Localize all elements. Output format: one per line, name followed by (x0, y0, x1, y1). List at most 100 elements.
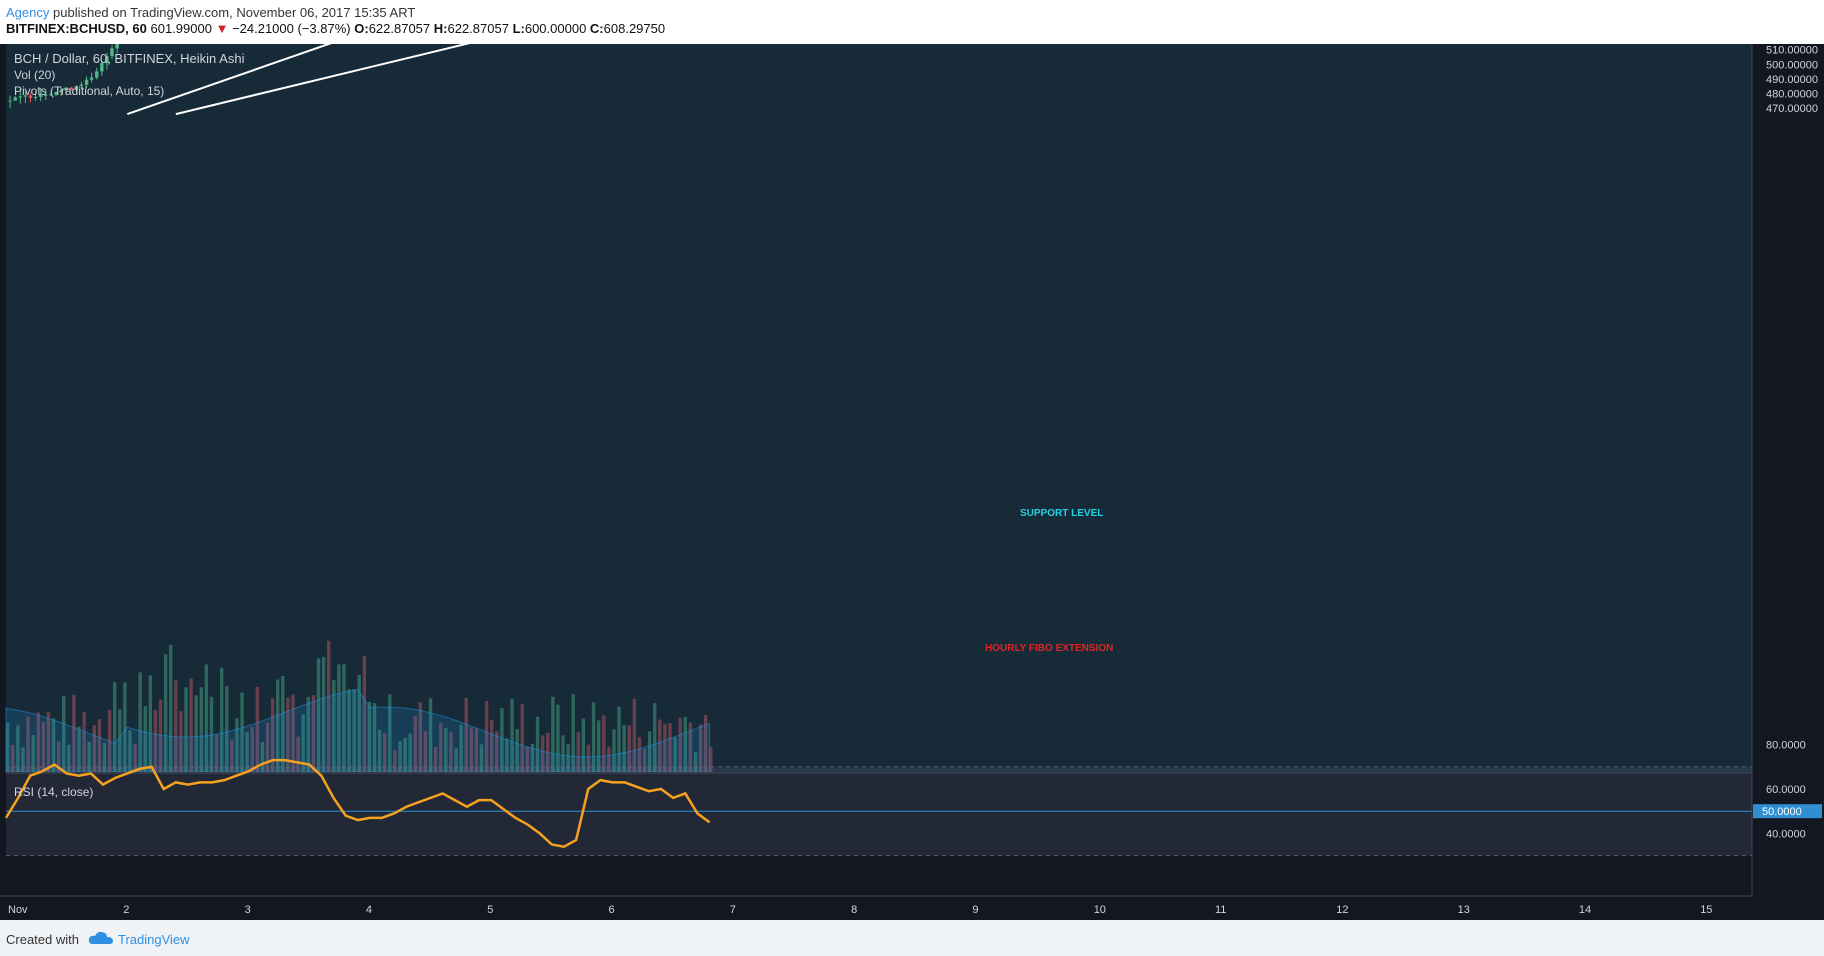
rsi-tick-label: 40.0000 (1766, 828, 1806, 840)
candle-body (64, 87, 68, 91)
rsi-badge-text: 50.0000 (1762, 806, 1802, 818)
volume-bar (505, 738, 509, 772)
tradingview-link[interactable]: TradingView (118, 932, 190, 947)
volume-bar (428, 698, 433, 772)
price-pane-bg (6, 44, 1752, 772)
rsi-badge (1753, 804, 1822, 819)
candle-body (74, 86, 79, 90)
volume-bar (495, 731, 499, 772)
volume-bar (276, 679, 280, 772)
volume-bar (698, 724, 703, 772)
candle-body (105, 56, 109, 64)
published-text: published on TradingView.com, November 0… (53, 5, 416, 20)
time-tick-label: 15 (1700, 904, 1712, 916)
candle-body (100, 63, 104, 72)
volume-bar (688, 722, 693, 772)
volume-bar (474, 728, 479, 772)
volume-bar (444, 727, 448, 772)
candle-body (13, 97, 17, 101)
volume-bar (204, 664, 209, 772)
tradingview-cloud-icon[interactable] (88, 930, 114, 951)
volume-bar (316, 658, 321, 772)
candles-layer (8, 44, 119, 108)
volume-bar (586, 744, 591, 772)
volume-bar (632, 698, 637, 772)
volume-bar (709, 746, 713, 772)
volume-bar (530, 743, 535, 772)
axes-layer[interactable]: 470.00000 480.00000 490.00000 500.00000 510.… (0, 44, 1824, 920)
volume-bar (11, 745, 15, 772)
candle-body (95, 71, 99, 78)
volume-bar (423, 731, 428, 772)
volume-bar (484, 700, 489, 772)
volume-bar (612, 729, 616, 772)
volume-bar (128, 730, 132, 772)
volume-bar (658, 719, 662, 772)
volume-bar (235, 718, 239, 772)
price-pane[interactable] (6, 44, 1752, 772)
volume-bar (510, 698, 514, 772)
candle-body (8, 100, 12, 102)
volume-bar (332, 679, 336, 772)
volume-bar (673, 737, 677, 772)
volume-bar (617, 706, 621, 772)
volume-bar (408, 733, 412, 772)
high-value: 622.87057 (447, 21, 509, 36)
volume-bar (703, 714, 708, 772)
created-with-text: Created with (6, 932, 79, 947)
candle-body (84, 79, 89, 85)
volume-bar (112, 682, 117, 772)
symbol-label: BITFINEX:BCHUSD, 60 (6, 21, 147, 36)
lower-band (6, 44, 1752, 772)
rsi-pane[interactable] (4, 758, 1752, 894)
legend-rsi: RSI (14, close) (14, 785, 93, 799)
author-link[interactable]: Agency (6, 5, 50, 20)
low-label: L: (512, 21, 525, 36)
volume-bar (21, 747, 25, 772)
volume-bar (525, 746, 530, 772)
drawing-layer[interactable] (6, 44, 1752, 116)
volume-bar (153, 709, 158, 772)
volume-bar (286, 697, 290, 772)
volume-bar (326, 640, 331, 772)
footer-bar: Created with TradingView (0, 920, 1824, 956)
volume-bar (520, 703, 524, 772)
volume-bar (133, 743, 137, 772)
volume-bar (388, 694, 392, 772)
candle-body (89, 77, 94, 80)
volume-bar (566, 744, 570, 772)
chart-area[interactable]: 470.00000 480.00000 490.00000 500.00000 510.… (0, 44, 1824, 920)
volume-bar (551, 696, 555, 772)
volume-bar (678, 717, 682, 772)
volume-bar (321, 656, 326, 772)
volume-bar (240, 692, 244, 772)
candle-body (44, 94, 48, 96)
chart-svg[interactable]: 470.00000 480.00000 490.00000 500.00000 510.… (0, 44, 1824, 920)
rsi-tick-label: 80.0000 (1766, 740, 1806, 752)
volume-bar (535, 716, 540, 772)
volume-bar (393, 749, 397, 772)
publication-line: Agency published on TradingView.com, Nov… (6, 5, 415, 20)
volume-bar (367, 701, 372, 772)
volume-bar (260, 742, 265, 772)
volume-bar (647, 731, 652, 772)
open-label: O: (354, 21, 369, 36)
volume-bar (607, 746, 611, 772)
volume-ma-area (5, 688, 711, 773)
volume-layer (5, 640, 713, 773)
volume-bar (693, 751, 698, 772)
volume-bar (296, 736, 300, 772)
volume-bar (270, 698, 275, 772)
volume-bar (36, 712, 40, 772)
volume-bar (245, 732, 249, 772)
volume-bar (668, 723, 672, 772)
volume-bar (637, 737, 642, 772)
volume-bar (337, 664, 341, 772)
legend-pivots: Pivots (Traditional, Auto, 15) (14, 84, 164, 98)
rsi-pane-bg (6, 774, 1752, 894)
price-tick-label: 470.00000 (1766, 103, 1818, 115)
time-tick-label: 6 (609, 904, 615, 916)
volume-bar (449, 732, 453, 772)
publication-header: Agency published on TradingView.com, Nov… (0, 0, 1824, 44)
time-tick-label: 14 (1579, 904, 1591, 916)
